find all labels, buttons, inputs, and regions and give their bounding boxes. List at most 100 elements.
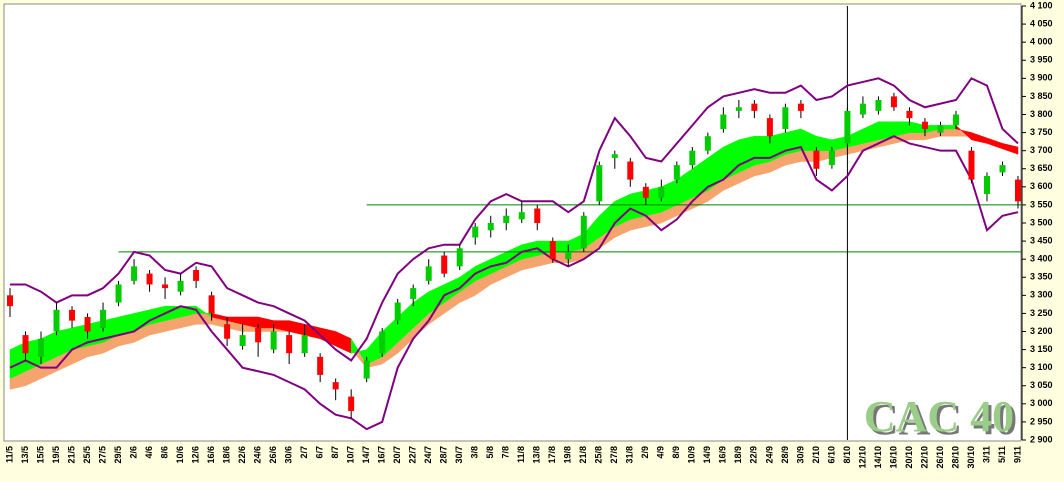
candle-body — [627, 161, 634, 180]
ribbon — [1002, 143, 1019, 155]
candle-body — [844, 110, 851, 144]
ribbon-base — [909, 132, 926, 141]
x-tick-label: 10/9 — [687, 446, 697, 464]
y-tick-label: 3 900 — [1030, 73, 1053, 83]
y-tick-label: 3 400 — [1030, 254, 1053, 264]
x-tick-label: 11/8 — [516, 446, 526, 463]
x-tick-label: 16/6 — [206, 446, 216, 464]
candle-body — [379, 331, 386, 354]
candle-body — [983, 175, 990, 195]
x-tick-label: 22/9 — [749, 446, 759, 464]
candle-body — [487, 223, 494, 231]
ribbon — [754, 135, 771, 166]
x-tick-label: 12/6 — [190, 446, 200, 464]
y-tick-label: 3 950 — [1030, 55, 1053, 65]
candle-body — [100, 309, 107, 328]
candle-body — [270, 331, 277, 350]
candle-body — [580, 215, 587, 249]
x-tick-label: 16/7 — [377, 446, 387, 464]
candle-body — [875, 100, 882, 111]
x-tick-label: 25/5 — [82, 446, 92, 464]
candle-body — [456, 248, 463, 267]
candle-body — [952, 114, 959, 126]
watermark-shadow: CAC 40 — [867, 395, 1017, 444]
candle-body — [208, 295, 215, 314]
candle-body — [782, 107, 789, 129]
x-tick-label: 15/5 — [35, 446, 45, 464]
x-tick-label: 7/8 — [501, 446, 511, 459]
x-tick-label: 28/9 — [780, 446, 790, 464]
candle-body — [999, 165, 1006, 173]
y-tick-label: 3 650 — [1030, 163, 1053, 173]
candle-body — [1015, 179, 1021, 202]
x-tick-label: 22/10 — [919, 446, 929, 469]
y-tick-label: 3 200 — [1030, 326, 1053, 336]
x-tick-label: 16/9 — [718, 446, 728, 464]
y-tick-label: 3 450 — [1030, 235, 1053, 245]
candle-body — [332, 382, 339, 390]
candle-body — [394, 302, 401, 321]
y-tick-label: 3 050 — [1030, 380, 1053, 390]
x-tick-label: 22/7 — [408, 446, 418, 464]
candle-body — [859, 103, 866, 115]
candle-body — [797, 103, 804, 111]
x-tick-label: 6/7 — [315, 446, 325, 459]
x-tick-label: 8/7 — [330, 446, 340, 459]
x-tick-label: 5/8 — [485, 446, 495, 459]
candle-body — [177, 280, 184, 292]
y-tick-label: 4 100 — [1030, 0, 1053, 10]
x-tick-label: 2/9 — [640, 446, 650, 459]
candle-body — [658, 186, 665, 198]
y-tick-label: 2 950 — [1030, 416, 1053, 426]
plot-area — [3, 3, 1022, 442]
y-tick-label: 3 500 — [1030, 217, 1053, 227]
candle-body — [689, 150, 696, 166]
y-tick-label: 2 900 — [1030, 434, 1053, 444]
candle-body — [751, 103, 758, 111]
candle-body — [162, 284, 169, 289]
y-tick-label: 3 550 — [1030, 199, 1053, 209]
x-tick-label: 16/10 — [888, 446, 898, 469]
x-tick-label: 20/10 — [904, 446, 914, 469]
x-tick-label: 19/5 — [51, 446, 61, 464]
x-tick-label: 21/5 — [66, 446, 76, 464]
x-tick-label: 31/8 — [625, 446, 635, 464]
x-tick-label: 27/8 — [609, 446, 619, 464]
candle-body — [363, 360, 370, 379]
bollinger-band — [10, 77, 1019, 362]
x-tick-label: 18/9 — [733, 446, 743, 464]
candle-body — [611, 154, 618, 158]
y-tick-label: 3 250 — [1030, 308, 1053, 318]
candle-body — [317, 356, 324, 375]
x-tick-label: 21/8 — [578, 446, 588, 464]
x-tick-label: 3/8 — [470, 446, 480, 459]
candle-body — [255, 327, 262, 343]
x-tick-label: 11/5 — [4, 446, 14, 463]
x-tick-label: 27/5 — [97, 446, 107, 464]
candle-body — [720, 114, 727, 129]
x-tick-label: 24/7 — [423, 446, 433, 464]
x-tick-label: 30/9 — [795, 446, 805, 464]
x-tick-label: 28/10 — [950, 446, 960, 469]
x-tick-label: 25/8 — [594, 446, 604, 464]
candle-body — [937, 125, 944, 133]
candle-body — [286, 335, 293, 354]
candle-body — [131, 266, 138, 281]
candle-body — [642, 186, 649, 198]
candle-body — [69, 309, 76, 321]
x-tick-label: 6/10 — [826, 446, 836, 464]
x-tick-label: 8/9 — [671, 446, 681, 459]
x-tick-label: 2/7 — [299, 446, 309, 459]
x-tick-label: 10/6 — [175, 446, 185, 464]
candle-body — [735, 107, 742, 111]
candle-body — [704, 136, 711, 151]
candle-body — [906, 110, 913, 119]
candle-body — [84, 317, 91, 332]
x-tick-label: 17/8 — [547, 446, 557, 464]
x-tick-label: 24/9 — [764, 446, 774, 464]
candle-body — [7, 295, 13, 307]
x-tick-label: 30/10 — [966, 446, 976, 469]
candle-body — [534, 208, 541, 223]
x-tick-label: 22/6 — [237, 446, 247, 464]
